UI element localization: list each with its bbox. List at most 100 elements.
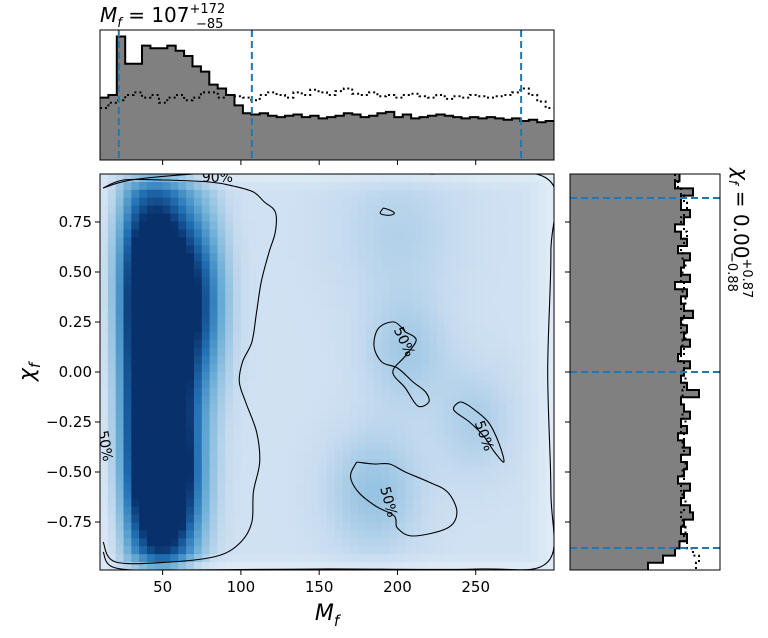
heatmap-cell [413, 395, 422, 405]
heatmap-cell [100, 522, 109, 531]
right-posterior-fill [570, 174, 699, 570]
heatmap-cell [428, 229, 438, 238]
heatmap-cell [280, 356, 289, 365]
heatmap-cell [342, 514, 352, 524]
heatmap-cell [319, 284, 328, 294]
heatmap-cell [530, 498, 539, 508]
heatmap-cell [444, 364, 453, 373]
heatmap-cell [444, 269, 453, 278]
heatmap-cell [460, 554, 469, 563]
heatmap-cell [413, 554, 422, 563]
heatmap-cell [193, 174, 203, 183]
heatmap-cell [217, 332, 226, 341]
heatmap-cell [428, 419, 438, 429]
heatmap-cell [295, 324, 305, 333]
heatmap-cell [514, 261, 524, 270]
heatmap-cell [436, 435, 446, 444]
heatmap-cell [413, 261, 422, 270]
heatmap-cell [530, 348, 539, 357]
heatmap-cell [475, 261, 485, 270]
heatmap-cell [178, 332, 187, 341]
heatmap-cell [475, 356, 485, 365]
heatmap-cell [248, 181, 258, 191]
heatmap-cell [373, 197, 383, 207]
heatmap-cell [233, 506, 242, 516]
heatmap-cell [272, 261, 281, 270]
heatmap-cell [146, 482, 156, 492]
heatmap-cell [381, 562, 391, 570]
heatmap-cell [146, 395, 156, 405]
heatmap-cell [193, 181, 203, 191]
heatmap-cell [272, 482, 281, 492]
heatmap-cell [162, 546, 172, 555]
heatmap-cell [123, 300, 132, 310]
heatmap-cell [436, 490, 446, 500]
heatmap-cell [248, 205, 258, 215]
heatmap-cell [139, 213, 148, 223]
heatmap-cell [467, 253, 477, 262]
top-axes-frame [99, 29, 555, 161]
heatmap-cell [413, 546, 422, 555]
heatmap-cell [311, 419, 320, 429]
heatmap-cell [303, 213, 312, 223]
heatmap-cell [413, 387, 422, 397]
heatmap-cell [514, 340, 524, 349]
heatmap-cell [327, 221, 336, 231]
heatmap-cell [483, 538, 492, 547]
heatmap-cell [240, 308, 250, 318]
heatmap-cell [162, 189, 172, 199]
heatmap-cell [514, 435, 524, 444]
heatmap-cell [436, 372, 446, 381]
heatmap-cell [107, 372, 117, 381]
heatmap-cell [225, 340, 234, 349]
heatmap-cell [131, 451, 140, 460]
heatmap-cell [444, 245, 453, 254]
heatmap-cell [397, 316, 406, 326]
heatmap-cell [452, 419, 461, 429]
heatmap-cell [170, 276, 179, 286]
heatmap-cell [342, 284, 352, 294]
heatmap-cell [467, 245, 477, 254]
heatmap-cell [413, 316, 422, 326]
heatmap-cell [538, 174, 547, 183]
heatmap-cell [264, 419, 273, 429]
heatmap-cell [264, 308, 273, 318]
right-quantile-lines [570, 197, 720, 549]
heatmap-cell [483, 197, 492, 207]
heatmap-cell [491, 522, 500, 531]
heatmap-cell [217, 205, 226, 215]
heatmap-cell [248, 443, 258, 452]
heatmap-cell [327, 308, 336, 318]
heatmap-cell [334, 356, 344, 365]
heatmap-cell [295, 530, 305, 539]
heatmap-cell [452, 530, 461, 539]
heatmap-cell [131, 221, 140, 231]
heatmap-cell [287, 546, 297, 555]
heatmap-cell [350, 403, 359, 413]
heatmap-cell [115, 467, 125, 476]
heatmap-cell [209, 443, 219, 452]
heatmap-cell [436, 300, 446, 310]
heatmap-cell [217, 459, 226, 468]
heatmap-cell [327, 498, 336, 508]
heatmap-cell [420, 506, 430, 516]
heatmap-cell [452, 316, 461, 326]
heatmap-cell [397, 554, 406, 563]
heatmap-cell [303, 316, 312, 326]
heatmap-cell [303, 395, 312, 405]
heatmap-cell [530, 522, 539, 531]
heatmap-cell [342, 562, 352, 570]
heatmap-cell [303, 546, 312, 555]
heatmap-cell [405, 308, 414, 318]
heatmap-cell [248, 213, 258, 223]
heatmap-cell [178, 356, 187, 365]
heatmap-cell [193, 356, 203, 365]
heatmap-cell [115, 474, 125, 484]
heatmap-cell [280, 451, 289, 460]
heatmap-cell [514, 253, 524, 262]
heatmap-cell [373, 514, 383, 524]
heatmap-cell [217, 340, 226, 349]
heatmap-cell [530, 364, 539, 373]
heatmap-cell [225, 308, 234, 318]
heatmap-cell [358, 348, 367, 357]
